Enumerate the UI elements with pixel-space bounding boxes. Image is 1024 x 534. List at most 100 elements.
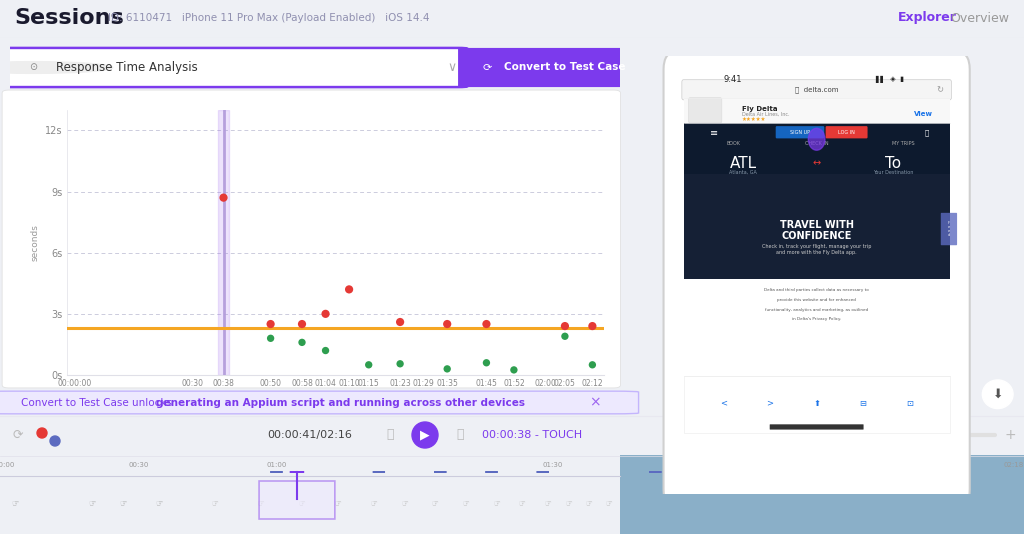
Point bbox=[585, 360, 601, 369]
Text: ☞: ☞ bbox=[335, 499, 341, 508]
Text: ☞: ☞ bbox=[494, 499, 500, 508]
Text: ↔: ↔ bbox=[813, 159, 820, 168]
FancyBboxPatch shape bbox=[941, 213, 957, 245]
Text: CONFIDENCE: CONFIDENCE bbox=[781, 231, 852, 241]
Text: ⏮: ⏮ bbox=[386, 428, 394, 442]
Text: functionality, analytics and marketing, as outlined: functionality, analytics and marketing, … bbox=[765, 308, 868, 312]
Text: Explorer: Explorer bbox=[898, 12, 956, 25]
Circle shape bbox=[982, 380, 1013, 409]
Text: ⏭: ⏭ bbox=[457, 428, 464, 442]
Point bbox=[317, 310, 334, 318]
Text: ×: × bbox=[589, 396, 601, 410]
Point bbox=[506, 366, 522, 374]
Bar bbox=[218, 110, 229, 375]
Point bbox=[392, 318, 409, 326]
Text: +: + bbox=[1005, 428, 1016, 442]
Point bbox=[294, 320, 310, 328]
Text: 00:30: 00:30 bbox=[128, 462, 148, 468]
Text: Overview: Overview bbox=[950, 12, 1009, 25]
Text: SIGN UP: SIGN UP bbox=[790, 130, 810, 135]
Text: generating an Appium script and running across other devices: generating an Appium script and running … bbox=[157, 397, 525, 407]
Text: BOOK: BOOK bbox=[726, 141, 740, 146]
Text: To: To bbox=[885, 156, 901, 171]
Point bbox=[478, 358, 495, 367]
Text: ☞: ☞ bbox=[519, 499, 525, 508]
Circle shape bbox=[50, 436, 60, 446]
FancyBboxPatch shape bbox=[1, 48, 467, 87]
Text: ATL: ATL bbox=[730, 156, 757, 171]
Text: Check in, track your flight, manage your trip: Check in, track your flight, manage your… bbox=[762, 244, 871, 249]
Point bbox=[360, 360, 377, 369]
Text: 9:41: 9:41 bbox=[723, 75, 742, 84]
Point bbox=[262, 320, 279, 328]
FancyBboxPatch shape bbox=[776, 126, 824, 138]
FancyBboxPatch shape bbox=[620, 455, 1024, 534]
Text: ▶: ▶ bbox=[420, 428, 430, 442]
Text: ☞: ☞ bbox=[401, 499, 408, 508]
Text: Your Destination: Your Destination bbox=[873, 170, 913, 175]
Text: 01:00: 01:00 bbox=[266, 462, 287, 468]
Text: Atlanta, GA: Atlanta, GA bbox=[729, 170, 758, 175]
Y-axis label: seconds: seconds bbox=[31, 224, 39, 261]
FancyBboxPatch shape bbox=[682, 80, 951, 100]
Text: TRAVEL WITH: TRAVEL WITH bbox=[779, 219, 854, 230]
Point bbox=[294, 338, 310, 347]
Text: ⊙: ⊙ bbox=[30, 62, 38, 73]
Text: ∨: ∨ bbox=[447, 61, 457, 74]
FancyBboxPatch shape bbox=[664, 52, 970, 507]
Circle shape bbox=[924, 429, 936, 441]
Text: MY TRIPS: MY TRIPS bbox=[892, 141, 914, 146]
FancyBboxPatch shape bbox=[684, 123, 950, 341]
Text: ↻: ↻ bbox=[936, 85, 943, 95]
Text: 01:30: 01:30 bbox=[543, 462, 563, 468]
Text: ☞: ☞ bbox=[119, 499, 127, 508]
FancyBboxPatch shape bbox=[2, 90, 621, 388]
Text: and more with the Fly Delta app.: and more with the Fly Delta app. bbox=[776, 250, 857, 255]
Text: ⊟: ⊟ bbox=[860, 399, 866, 408]
Text: 🔒  delta.com: 🔒 delta.com bbox=[795, 87, 839, 93]
Point bbox=[439, 365, 456, 373]
Text: Convert to Test Case unlocks: Convert to Test Case unlocks bbox=[22, 397, 175, 407]
Text: ⟳: ⟳ bbox=[12, 428, 24, 442]
Text: Convert to Test Case: Convert to Test Case bbox=[504, 62, 626, 73]
Text: ☞: ☞ bbox=[258, 499, 264, 508]
FancyBboxPatch shape bbox=[770, 425, 863, 429]
Text: Delta and third parties collect data as necessary to: Delta and third parties collect data as … bbox=[764, 288, 869, 292]
Text: ⊡: ⊡ bbox=[906, 399, 913, 408]
FancyBboxPatch shape bbox=[684, 279, 950, 376]
Text: View: View bbox=[913, 111, 933, 117]
Point bbox=[317, 346, 334, 355]
Text: >: > bbox=[767, 399, 773, 408]
Text: 00:00: 00:00 bbox=[0, 462, 15, 468]
Text: −: − bbox=[889, 428, 901, 442]
Text: ☞: ☞ bbox=[155, 499, 163, 508]
Text: ID: 6110471   iPhone 11 Pro Max (Payload Enabled)   iOS 14.4: ID: 6110471 iPhone 11 Pro Max (Payload E… bbox=[108, 13, 429, 23]
Text: ☞: ☞ bbox=[212, 499, 218, 508]
Text: 🔔: 🔔 bbox=[925, 129, 929, 136]
FancyBboxPatch shape bbox=[684, 376, 950, 433]
Circle shape bbox=[412, 422, 438, 448]
FancyBboxPatch shape bbox=[259, 481, 335, 519]
Text: ⬇: ⬇ bbox=[992, 388, 1002, 400]
Text: 02:00: 02:00 bbox=[809, 462, 829, 468]
Text: ☞: ☞ bbox=[545, 499, 551, 508]
Point bbox=[557, 332, 573, 341]
Text: Delta Air Lines, Inc.: Delta Air Lines, Inc. bbox=[741, 112, 790, 116]
FancyBboxPatch shape bbox=[825, 126, 867, 138]
Text: ☞: ☞ bbox=[11, 499, 19, 508]
Text: ⟳: ⟳ bbox=[482, 62, 492, 73]
Circle shape bbox=[808, 128, 825, 150]
Point bbox=[392, 359, 409, 368]
Text: ★★★★★: ★★★★★ bbox=[741, 116, 766, 122]
Text: 00:00:41/02:16: 00:00:41/02:16 bbox=[267, 430, 352, 440]
FancyBboxPatch shape bbox=[688, 98, 722, 123]
Text: ≡: ≡ bbox=[711, 128, 718, 138]
Text: ☞: ☞ bbox=[606, 499, 612, 508]
Text: F
e
e
d: F e e d bbox=[948, 221, 950, 238]
Text: ▌▌  ◈  ▮: ▌▌ ◈ ▮ bbox=[876, 76, 904, 83]
Text: ☞: ☞ bbox=[432, 499, 438, 508]
Point bbox=[585, 322, 601, 331]
FancyBboxPatch shape bbox=[684, 98, 950, 123]
Text: provide this website and for enhanced: provide this website and for enhanced bbox=[777, 298, 856, 302]
Point bbox=[439, 320, 456, 328]
